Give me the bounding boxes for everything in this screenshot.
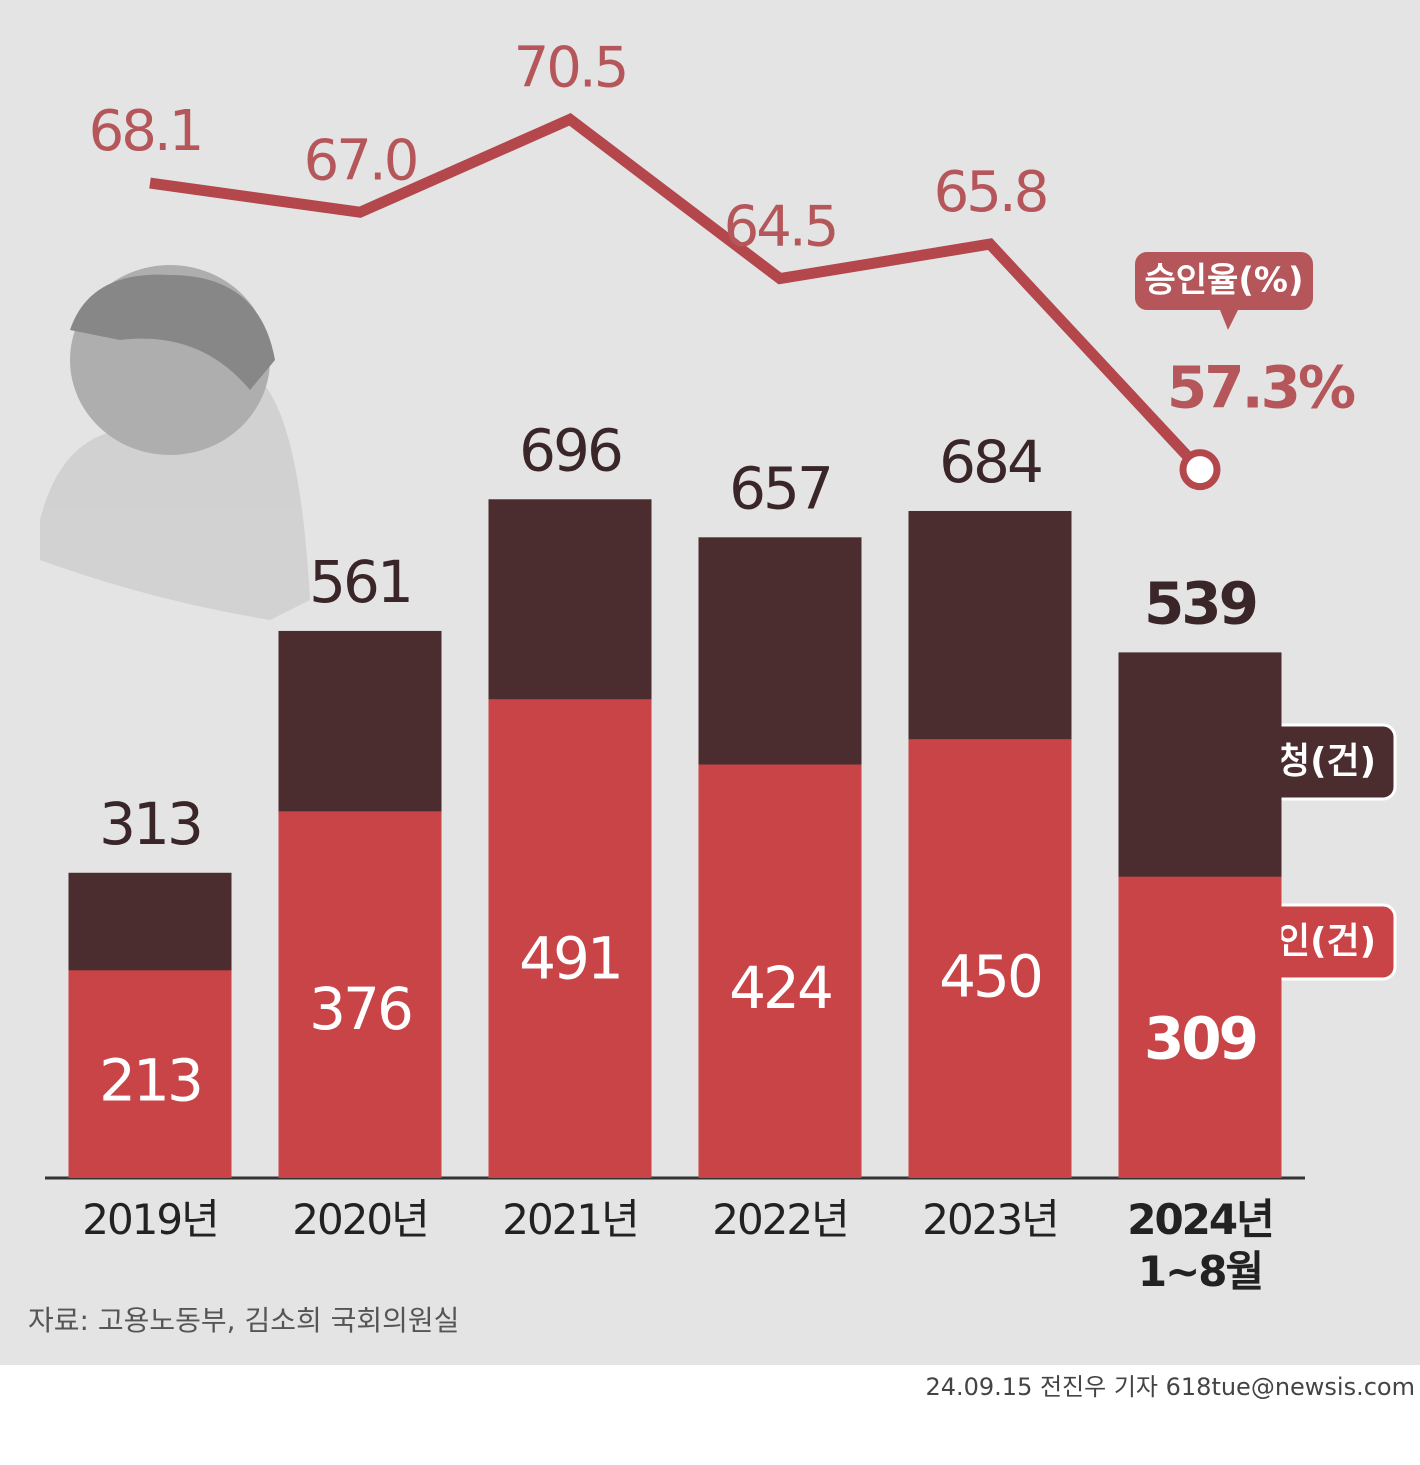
data-label: 309 <box>1144 1005 1256 1073</box>
person-illustration <box>40 265 310 620</box>
x-tick-label: 2023년 <box>922 1195 1060 1244</box>
data-label: 450 <box>939 943 1041 1011</box>
data-label: 539 <box>1144 569 1256 637</box>
x-tick-label: 2024년 1~8월 <box>1127 1195 1275 1296</box>
data-label: 65.8 <box>934 160 1047 225</box>
data-label: 684 <box>939 428 1041 496</box>
data-label: 64.5 <box>724 195 837 260</box>
x-tick-label: 2020년 <box>292 1195 430 1244</box>
x-tick-label: 2022년 <box>712 1195 850 1244</box>
legend-label: 승인율(%) <box>1145 261 1304 301</box>
bar <box>68 970 232 1178</box>
point-marker <box>1179 449 1221 491</box>
data-label: 213 <box>99 1047 201 1115</box>
x-tick-label: 2021년 <box>502 1195 640 1244</box>
x-tick-label: 2019년 <box>82 1195 220 1244</box>
data-label: 491 <box>519 925 621 993</box>
callout-pointer <box>1220 310 1238 330</box>
data-label: 657 <box>729 454 831 522</box>
data-label: 68.1 <box>89 99 202 164</box>
data-label: 67.0 <box>304 128 417 193</box>
bar <box>908 739 1072 1178</box>
data-label: 57.3% <box>1167 354 1355 422</box>
line-callout <box>1135 252 1313 310</box>
data-label: 376 <box>309 975 411 1043</box>
data-label: 313 <box>99 790 201 858</box>
bar <box>1118 876 1282 1178</box>
line <box>149 113 1205 474</box>
bar <box>488 699 652 1178</box>
bar <box>278 811 442 1178</box>
bar <box>698 764 862 1178</box>
data-label: 696 <box>519 416 621 484</box>
data-label: 561 <box>309 548 411 616</box>
credit: 24.09.15 전진우 기자 618tue@newsis.com <box>925 1373 1415 1401</box>
data-label: 424 <box>729 954 831 1022</box>
source: 자료: 고용노동부, 김소희 국회의원실 <box>28 1304 459 1337</box>
data-label: 70.5 <box>514 36 627 101</box>
